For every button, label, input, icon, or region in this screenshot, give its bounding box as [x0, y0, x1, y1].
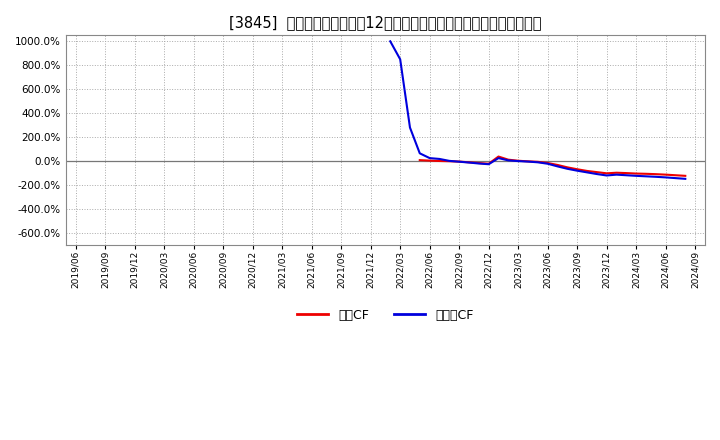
- Legend: 営業CF, フリーCF: 営業CF, フリーCF: [292, 304, 479, 327]
- Title: [3845]  キャッシュフローの12か月移動合計の対前年同期増減率の推移: [3845] キャッシュフローの12か月移動合計の対前年同期増減率の推移: [229, 15, 541, 30]
